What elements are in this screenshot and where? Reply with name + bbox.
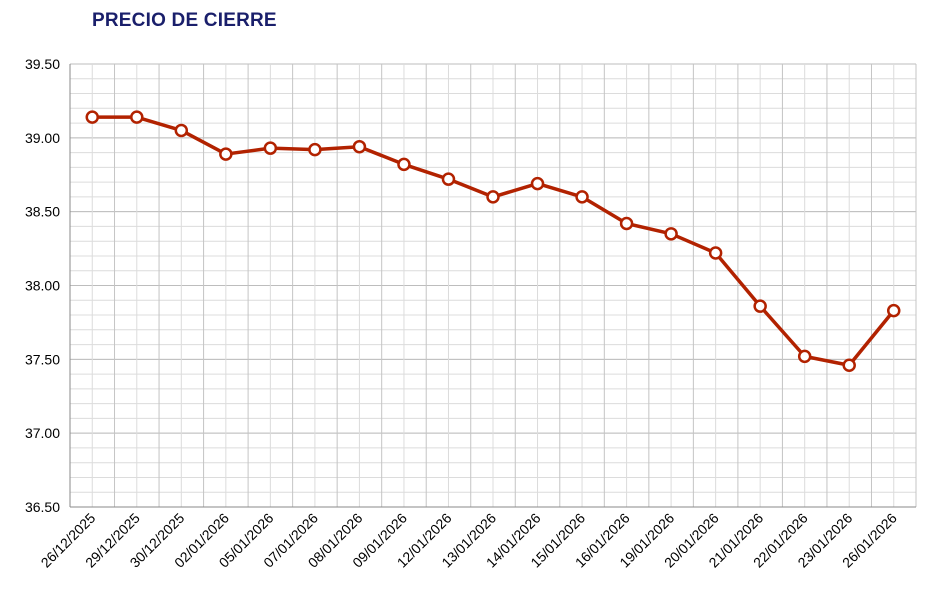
data-point	[664, 227, 678, 241]
data-point	[797, 349, 812, 364]
data-point	[575, 190, 589, 204]
y-tick-label: 36.50	[25, 499, 60, 515]
data-point	[708, 246, 723, 260]
data-point	[263, 141, 278, 155]
y-tick-label: 37.00	[25, 425, 60, 441]
y-tick-label: 38.00	[25, 278, 60, 294]
series	[85, 110, 901, 372]
data-point	[85, 110, 100, 124]
data-point	[530, 176, 545, 191]
data-point	[397, 157, 411, 172]
y-tick-label: 39.50	[25, 56, 60, 72]
y-tick-label: 38.50	[25, 204, 60, 220]
chart-title: PRECIO DE CIERRE	[92, 10, 277, 31]
data-point	[486, 190, 500, 204]
axes	[69, 64, 916, 508]
data-point	[219, 147, 233, 161]
data-point	[130, 110, 144, 124]
y-axis-ticks: 39.50 39.00 38.50 38.00 37.50 37.00 36.50	[25, 56, 60, 515]
y-tick-label: 39.00	[25, 130, 60, 146]
data-point	[174, 123, 189, 138]
data-point	[842, 358, 856, 372]
data-point	[352, 139, 367, 154]
grid	[69, 63, 917, 508]
data-point	[619, 216, 634, 231]
data-point	[753, 299, 767, 313]
data-point	[308, 142, 322, 157]
x-axis-ticks: 26/12/202529/12/202530/12/202502/01/2026…	[38, 510, 900, 571]
y-tick-label: 37.50	[25, 351, 60, 367]
data-point	[886, 303, 901, 318]
data-point	[441, 172, 456, 186]
